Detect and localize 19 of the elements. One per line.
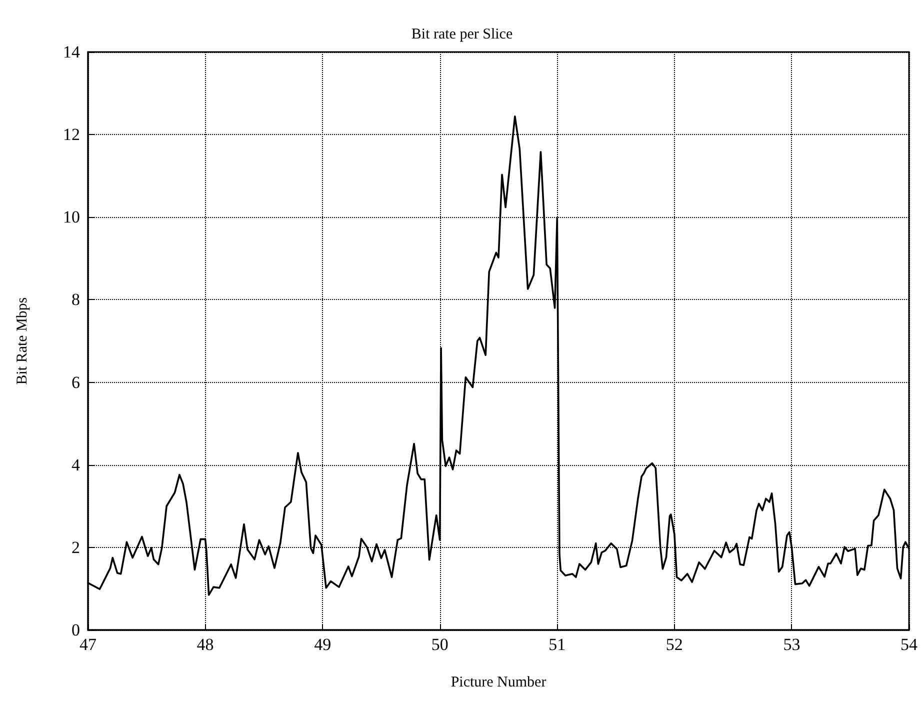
- y-tick-label: 14: [63, 42, 80, 62]
- x-tick-label: 50: [431, 635, 448, 654]
- y-tick-label: 0: [72, 620, 80, 640]
- x-tick-label: 54: [900, 635, 918, 654]
- y-tick-label: 10: [63, 208, 80, 227]
- y-tick-label: 2: [72, 538, 80, 557]
- y-axis-title: Bit Rate Mbps: [14, 297, 30, 385]
- x-tick-label: 48: [196, 635, 214, 654]
- y-tick-label: 12: [63, 125, 80, 144]
- x-axis-title: Picture Number: [450, 674, 546, 690]
- x-tick-label: 47: [80, 635, 97, 654]
- x-tick-label: 51: [548, 635, 566, 654]
- x-tick-label: 53: [783, 635, 800, 654]
- y-tick-label: 4: [72, 455, 80, 474]
- chart-title: Bit rate per Slice: [411, 26, 513, 42]
- x-tick-label: 49: [314, 635, 332, 654]
- y-tick-label: 8: [72, 290, 80, 310]
- y-tick-label: 6: [72, 372, 80, 392]
- x-tick-label: 52: [666, 635, 683, 654]
